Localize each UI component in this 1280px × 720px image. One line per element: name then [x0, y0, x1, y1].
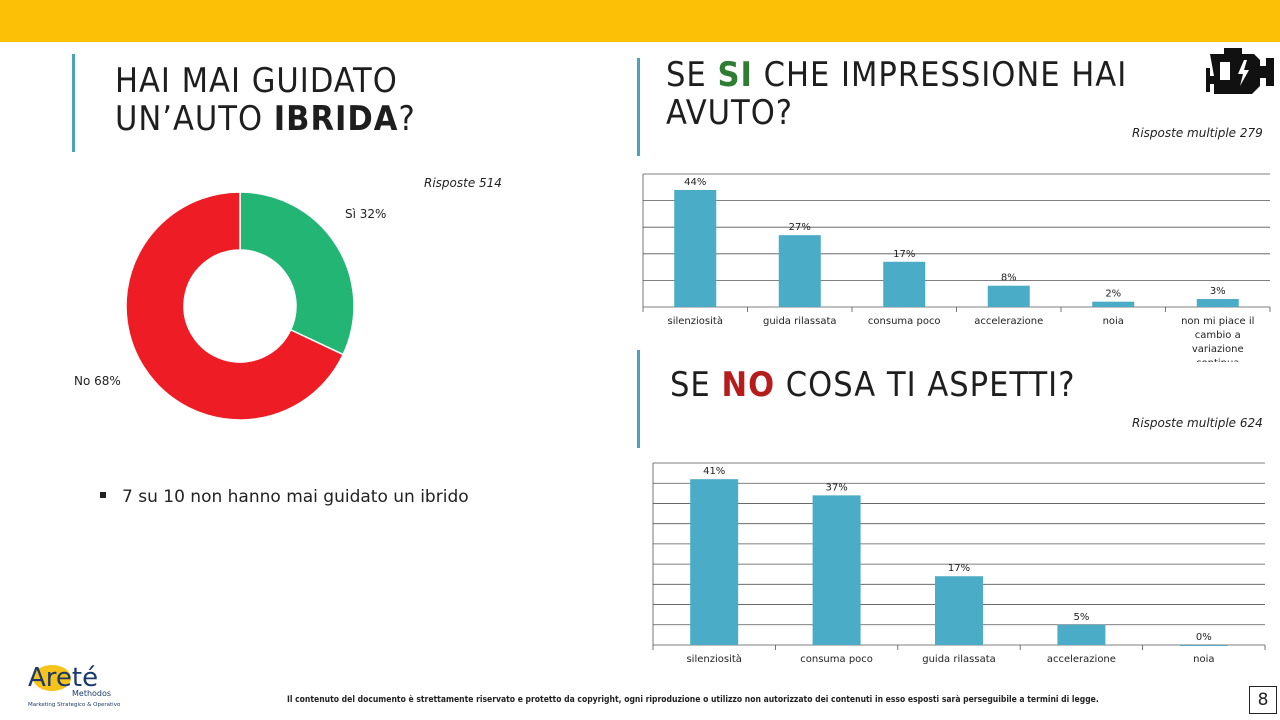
bar-silenziosit-: [690, 479, 739, 645]
bar-value-label: 17%: [948, 563, 970, 574]
logo-sub2: Marketing Strategico & Operativo: [28, 702, 121, 708]
donut-label-si: Sì 32%: [345, 207, 387, 221]
left-title-line1: HAI MAI GUIDATO: [115, 61, 398, 101]
bar-value-label: 5%: [1073, 612, 1089, 623]
bar-consuma-poco: [883, 261, 926, 307]
category-label: silenziosità: [686, 653, 741, 665]
bar-value-label: 2%: [1105, 289, 1121, 300]
bar-value-label: 8%: [1001, 273, 1017, 284]
category-label: guida rilassata: [922, 654, 996, 665]
logo-sub1: Methodos: [72, 689, 111, 698]
right-top-divider: [637, 58, 640, 156]
donut-slice-no: [125, 191, 345, 421]
donut-slice-s-: [239, 191, 355, 356]
bar-chart-impression: 44% silenziosità 27% guida rilassata 17% cons…: [642, 173, 1271, 362]
category-label: accelerazione: [1047, 654, 1116, 665]
bar-value-label: 3%: [1210, 286, 1226, 297]
bar-value-label: 17%: [893, 249, 915, 260]
top-accent-bar: [0, 0, 1280, 42]
bar-noia: [1179, 645, 1228, 646]
bar-chart-expectation: 41% silenziosità 37% consuma poco 17% guida r…: [652, 462, 1266, 665]
bar-value-label: 27%: [789, 222, 811, 233]
bar-noia: [1092, 301, 1135, 307]
page-number: 8: [1249, 686, 1277, 714]
bar-value-label: 0%: [1196, 632, 1212, 643]
bar-value-label: 44%: [684, 177, 706, 188]
left-title: HAI MAI GUIDATO UN’AUTO IBRIDA?: [115, 62, 416, 138]
category-label: consuma poco: [800, 654, 873, 665]
bar-silenziosit-: [674, 189, 717, 307]
left-divider: [72, 54, 75, 152]
bar-accelerazione: [987, 285, 1030, 307]
right-bottom-responses: Risposte multiple 624: [1132, 416, 1263, 430]
donut-label-no: No 68%: [74, 374, 121, 388]
arete-logo: Areté Methodos Marketing Strategico & Op…: [28, 663, 121, 708]
footer-disclaimer: Il contenuto del documento è strettament…: [287, 695, 1099, 705]
bar-value-label: 37%: [825, 482, 847, 493]
right-bottom-title: SE NO COSA TI ASPETTI?: [670, 366, 1075, 404]
bar-value-label: 41%: [703, 466, 725, 477]
donut-chart: [125, 191, 355, 421]
bullet-icon: [100, 492, 106, 498]
logo-name: Areté: [28, 663, 98, 693]
bullet-point: 7 su 10 non hanno mai guidato un ibrido: [100, 487, 469, 507]
category-label: consuma poco: [868, 316, 941, 327]
category-label: guida rilassata: [763, 316, 837, 327]
right-top-title-line2: AVUTO?: [666, 93, 794, 134]
right-top-responses: Risposte multiple 279: [1132, 126, 1263, 140]
category-label: accelerazione: [974, 316, 1043, 327]
bar-non-mi-piace-il-cambio-a-variazione-continua: [1196, 299, 1239, 307]
category-label: noia: [1103, 316, 1124, 327]
bar-consuma-poco: [812, 495, 861, 645]
engine-icon: [1206, 48, 1274, 94]
category-label: silenziosità: [668, 315, 723, 327]
right-bottom-divider: [637, 350, 640, 448]
left-title-line2: UN’AUTO IBRIDA?: [115, 99, 416, 140]
category-label: noia: [1193, 654, 1214, 665]
right-top-title: SE SI CHE IMPRESSIONE HAI AVUTO?: [666, 56, 1127, 132]
bar-guida-rilassata: [778, 235, 821, 307]
bar-accelerazione: [1057, 624, 1106, 645]
left-responses: Risposte 514: [424, 176, 502, 190]
right-bottom-title-line1: SE NO COSA TI ASPETTI?: [670, 365, 1076, 405]
bar-guida-rilassata: [935, 576, 983, 645]
right-top-title-line1: SE SI CHE IMPRESSIONE HAI: [666, 55, 1128, 95]
